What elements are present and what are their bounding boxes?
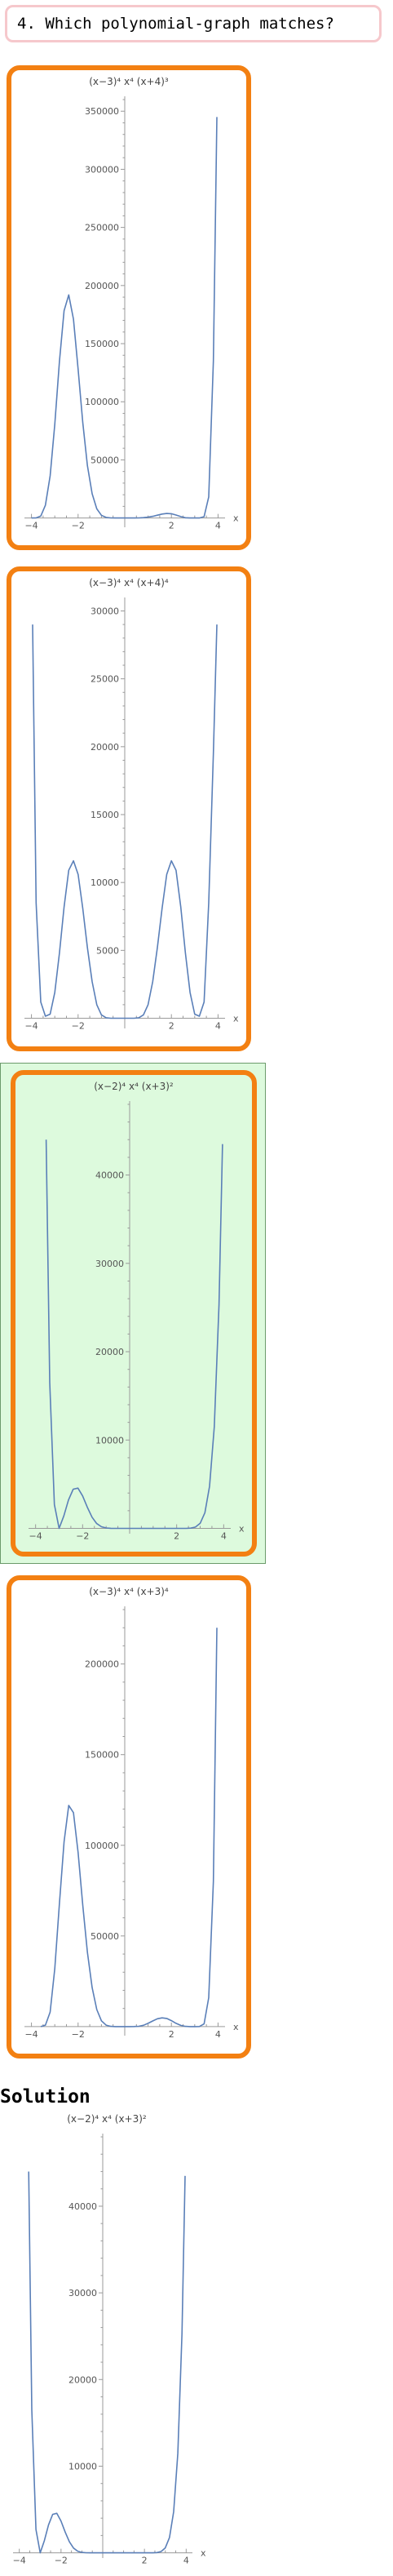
y-tick-label: 200000 (85, 1659, 119, 1670)
y-tick-label: 10000 (68, 2461, 97, 2472)
x-tick-label: −4 (29, 1531, 42, 1542)
chart-title: (x−3)⁴ x⁴ (x+4)³ (89, 76, 169, 87)
x-axis-label: x (233, 513, 239, 524)
x-tick-label: 2 (169, 1021, 174, 1032)
answer-option-2[interactable]: (x−3)⁴ x⁴ (x+4)⁴ −4 −2 2 4 x 5000 10000 15000 200… (7, 566, 251, 1051)
x-tick-label: 2 (174, 1531, 179, 1542)
y-tick-label: 100000 (85, 397, 119, 407)
y-tick-label: 50000 (91, 455, 119, 465)
x-tick-label: −2 (72, 521, 85, 531)
y-tick-label: 350000 (85, 106, 119, 117)
x-tick-label: 4 (183, 2556, 189, 2566)
y-tick-label: 40000 (95, 1170, 124, 1181)
x-tick-label: 2 (169, 2029, 174, 2040)
x-tick-label: 4 (215, 1021, 221, 1032)
correct-option-highlight: (x−2)⁴ x⁴ (x+3)² −4 −2 2 4 x 10000 20000 30000 40… (0, 1063, 266, 1564)
x-tick-label: −2 (55, 2556, 68, 2566)
y-tick-label: 30000 (68, 2288, 97, 2298)
series-line (40, 1628, 218, 2027)
x-tick-label: 2 (169, 521, 174, 531)
y-tick-label: 100000 (85, 1841, 119, 1851)
y-tick-label: 150000 (85, 339, 119, 349)
y-tick-label: 20000 (91, 742, 119, 753)
y-tick-label: 5000 (96, 945, 119, 956)
y-tick-label: 200000 (85, 281, 119, 291)
y-tick-label: 20000 (95, 1347, 124, 1357)
y-tick-label: 25000 (91, 674, 119, 685)
y-tick-label: 10000 (91, 877, 119, 888)
y-tick-label: 30000 (91, 606, 119, 616)
question-prompt: 4. Which polynomial-graph matches? (5, 5, 382, 42)
x-tick-label: 4 (221, 1531, 227, 1542)
series-line (32, 624, 218, 1019)
y-tick-label: 10000 (95, 1435, 124, 1446)
series-line (45, 1139, 223, 1530)
plot-option-2: (x−3)⁴ x⁴ (x+4)⁴ −4 −2 2 4 x 5000 10000 15000 200… (24, 577, 239, 1032)
y-tick-label: 20000 (68, 2374, 97, 2385)
series-line (31, 117, 218, 519)
chart-title: (x−2)⁴ x⁴ (x+3)² (67, 2113, 147, 2125)
answer-option-1[interactable]: (x−3)⁴ x⁴ (x+4)³ −4 −2 2 4 x 50000 100000 150000… (7, 65, 251, 550)
x-tick-label: 2 (142, 2556, 148, 2566)
x-tick-label: −4 (24, 2029, 38, 2040)
y-tick-label: 150000 (85, 1750, 119, 1761)
plot-option-3: (x−2)⁴ x⁴ (x+3)² −4 −2 2 4 x 10000 20000 30000 40… (29, 1081, 245, 1542)
chart-title: (x−3)⁴ x⁴ (x+4)⁴ (89, 577, 169, 588)
y-tick-label: 250000 (85, 223, 119, 233)
series-line (28, 2171, 186, 2554)
x-axis-label: x (233, 1014, 239, 1024)
x-tick-label: −4 (24, 521, 38, 531)
x-tick-label: 4 (215, 2029, 221, 2040)
y-tick-label: 50000 (91, 1931, 119, 1942)
x-tick-label: −4 (24, 1021, 38, 1032)
x-tick-label: 4 (215, 521, 221, 531)
y-tick-label: 40000 (68, 2201, 97, 2212)
x-tick-label: −2 (76, 1531, 89, 1542)
x-tick-label: −4 (13, 2556, 26, 2566)
chart-title: (x−2)⁴ x⁴ (x+3)² (94, 1081, 174, 1092)
y-tick-label: 15000 (91, 810, 119, 820)
y-tick-label: 300000 (85, 164, 119, 175)
x-tick-label: −2 (72, 2029, 85, 2040)
x-axis-label: x (239, 1524, 245, 1534)
plot-option-4: (x−3)⁴ x⁴ (x+3)⁴ −4 −2 2 4 x 50000 100000 150000… (24, 1586, 239, 2040)
solution-heading: Solution (0, 2086, 91, 2107)
plot-option-1: (x−3)⁴ x⁴ (x+4)³ −4 −2 2 4 x 50000 100000 150000… (24, 76, 239, 531)
x-axis-label: x (233, 2022, 239, 2032)
answer-option-3[interactable]: (x−2)⁴ x⁴ (x+3)² −4 −2 2 4 x 10000 20000 30000 40… (11, 1070, 257, 1557)
x-tick-label: −2 (72, 1021, 85, 1032)
plot-solution: (x−2)⁴ x⁴ (x+3)² −4 −2 2 4 x 10000 20000 30000 40… (13, 2113, 206, 2566)
y-tick-label: 30000 (95, 1259, 124, 1269)
x-axis-label: x (201, 2548, 206, 2559)
answer-option-4[interactable]: (x−3)⁴ x⁴ (x+3)⁴ −4 −2 2 4 x 50000 100000 150000… (7, 1575, 251, 2059)
chart-title: (x−3)⁴ x⁴ (x+3)⁴ (89, 1586, 169, 1597)
